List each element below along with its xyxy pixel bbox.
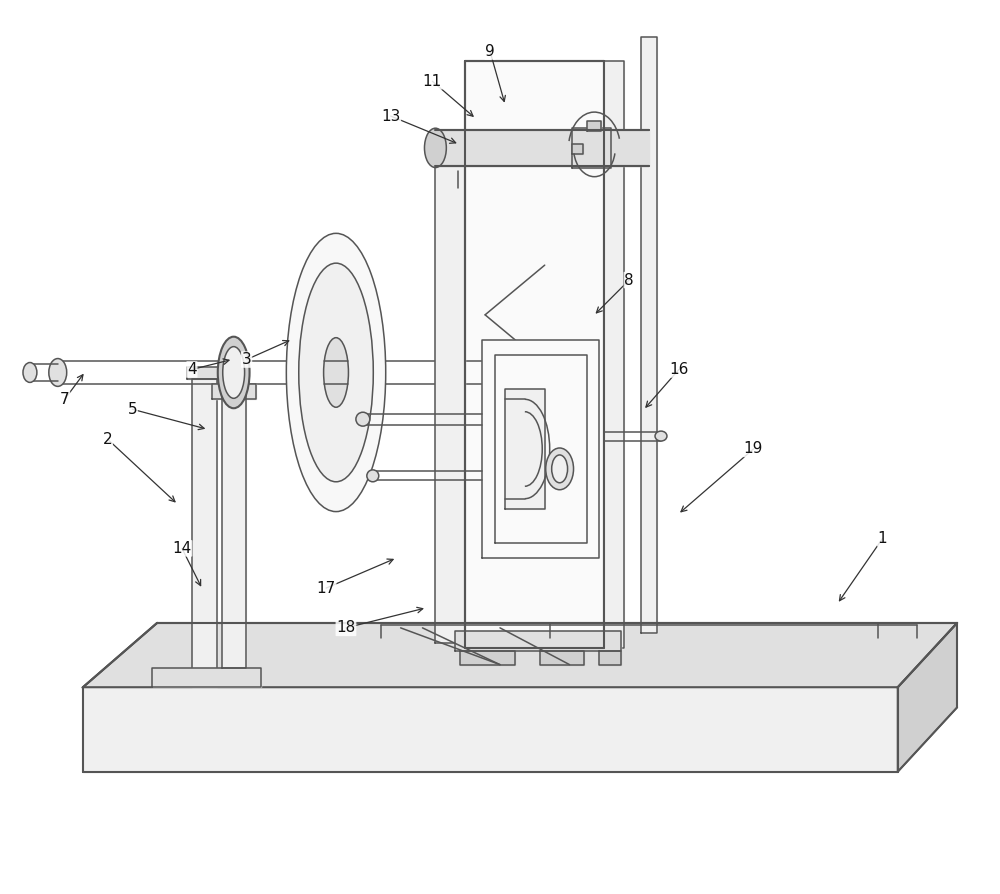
- Polygon shape: [482, 340, 599, 559]
- Text: 2: 2: [103, 432, 112, 446]
- Polygon shape: [599, 651, 621, 664]
- Polygon shape: [572, 128, 611, 168]
- Polygon shape: [192, 379, 217, 687]
- Ellipse shape: [324, 338, 348, 408]
- Polygon shape: [587, 121, 601, 131]
- Polygon shape: [212, 384, 256, 400]
- Polygon shape: [641, 37, 657, 633]
- Text: 19: 19: [744, 442, 763, 457]
- Polygon shape: [187, 367, 222, 379]
- Polygon shape: [83, 687, 898, 772]
- Polygon shape: [455, 631, 621, 651]
- Text: 14: 14: [172, 541, 192, 556]
- Polygon shape: [460, 651, 515, 664]
- Ellipse shape: [552, 455, 568, 483]
- Text: 9: 9: [485, 44, 495, 59]
- Polygon shape: [898, 623, 957, 772]
- Text: 11: 11: [423, 74, 442, 89]
- Text: 1: 1: [878, 531, 887, 546]
- Ellipse shape: [655, 431, 667, 441]
- Text: 3: 3: [242, 352, 251, 367]
- Text: 16: 16: [669, 362, 689, 377]
- Polygon shape: [572, 144, 583, 154]
- Text: 18: 18: [336, 620, 356, 636]
- Text: 7: 7: [60, 392, 70, 407]
- Polygon shape: [435, 136, 465, 643]
- Polygon shape: [152, 668, 261, 687]
- Polygon shape: [495, 355, 587, 544]
- Text: 5: 5: [127, 401, 137, 417]
- Ellipse shape: [49, 358, 67, 386]
- Ellipse shape: [223, 347, 245, 399]
- Text: 17: 17: [316, 580, 336, 595]
- Ellipse shape: [546, 448, 574, 490]
- Polygon shape: [505, 390, 545, 509]
- Text: 4: 4: [187, 362, 197, 377]
- Polygon shape: [465, 62, 604, 648]
- Polygon shape: [83, 623, 957, 687]
- Polygon shape: [222, 394, 246, 668]
- Text: 13: 13: [381, 108, 400, 123]
- Ellipse shape: [23, 363, 37, 383]
- Polygon shape: [435, 130, 649, 165]
- Text: 8: 8: [624, 273, 634, 288]
- Ellipse shape: [299, 263, 373, 482]
- Polygon shape: [604, 62, 624, 648]
- Ellipse shape: [424, 128, 446, 167]
- Ellipse shape: [367, 470, 379, 482]
- Polygon shape: [540, 651, 584, 664]
- Ellipse shape: [218, 337, 250, 409]
- Ellipse shape: [286, 233, 386, 511]
- Ellipse shape: [356, 412, 370, 426]
